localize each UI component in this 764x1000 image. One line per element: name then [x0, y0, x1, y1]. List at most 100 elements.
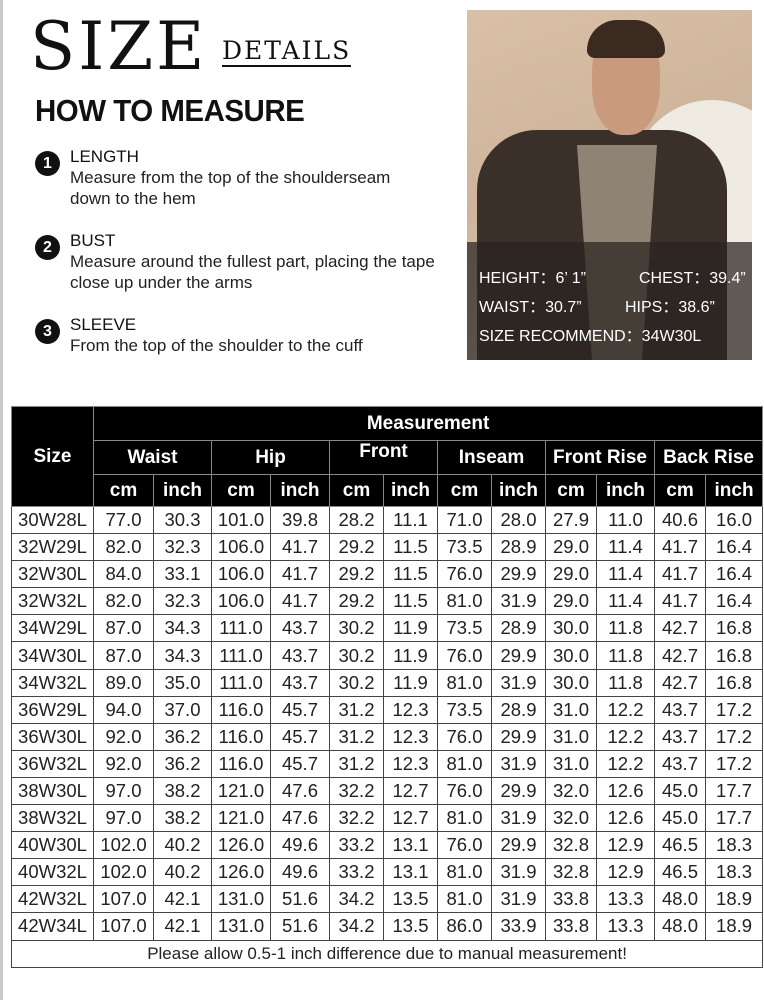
value-cell: 12.6: [596, 804, 655, 833]
value-cell: 11.8: [596, 668, 655, 697]
value-cell: 33.8: [545, 885, 597, 914]
value-cell: 30.2: [329, 614, 384, 643]
value-cell: 13.1: [383, 858, 438, 887]
value-cell: 41.7: [654, 533, 706, 562]
value-cell: 31.9: [491, 668, 546, 697]
size-header: Size: [11, 406, 94, 507]
value-cell: 47.6: [270, 804, 330, 833]
value-cell: 12.3: [383, 722, 438, 751]
value-cell: 111.0: [211, 641, 271, 670]
value-cell: 16.8: [704, 614, 764, 643]
size-cell: 34W30L: [11, 641, 94, 670]
table-row: 32W29L 82.0 32.3 106.0 41.7 29.2 11.5 73.5 28.9 2…: [11, 533, 764, 562]
value-cell: 12.3: [383, 695, 438, 724]
value-cell: 28.9: [491, 614, 546, 643]
value-cell: 126.0: [211, 858, 271, 887]
value-cell: 31.9: [491, 858, 546, 887]
value-cell: 46.5: [654, 858, 706, 887]
value-cell: 11.5: [383, 587, 438, 616]
value-cell: 35.0: [153, 668, 212, 697]
value-cell: 116.0: [211, 749, 271, 778]
value-cell: 73.5: [437, 614, 492, 643]
value-cell: 97.0: [93, 776, 154, 806]
value-cell: 45.0: [654, 804, 706, 833]
value-cell: 46.5: [654, 831, 706, 860]
value-cell: 102.0: [93, 831, 154, 860]
value-cell: 121.0: [211, 804, 271, 833]
value-cell: 31.0: [545, 695, 597, 724]
value-cell: 12.9: [596, 858, 655, 887]
value-cell: 71.0: [437, 505, 492, 535]
value-cell: 89.0: [93, 668, 154, 697]
value-cell: 43.7: [270, 641, 330, 670]
size-cell: 32W29L: [11, 533, 94, 562]
value-cell: 121.0: [211, 776, 271, 806]
value-cell: 36.2: [153, 722, 212, 751]
value-cell: 40.6: [654, 505, 706, 535]
value-cell: 40.2: [153, 831, 212, 860]
value-cell: 45.7: [270, 695, 330, 724]
value-cell: 101.0: [211, 505, 271, 535]
value-cell: 12.2: [596, 722, 655, 751]
value-cell: 47.6: [270, 776, 330, 806]
value-cell: 94.0: [93, 695, 154, 724]
number-2-icon: 2: [35, 235, 60, 260]
unit-header: cm: [93, 474, 154, 507]
value-cell: 76.0: [437, 641, 492, 670]
value-cell: 29.9: [491, 831, 546, 860]
value-cell: 16.0: [704, 505, 764, 535]
value-cell: 76.0: [437, 560, 492, 589]
value-cell: 11.4: [596, 587, 655, 616]
value-cell: 13.1: [383, 831, 438, 860]
value-cell: 29.9: [491, 560, 546, 589]
model-info-overlay: HEIGHT：6’ 1” CHEST：39.4” WAIST：30.7” HIP…: [467, 242, 752, 360]
value-cell: 76.0: [437, 776, 492, 806]
size-cell: 36W30L: [11, 722, 94, 751]
table-row: 36W30L 92.0 36.2 116.0 45.7 31.2 12.3 76.0 29.9 3…: [11, 722, 764, 751]
value-cell: 131.0: [211, 885, 271, 914]
model-height: HEIGHT：6’ 1”: [479, 270, 586, 287]
value-cell: 32.3: [153, 533, 212, 562]
model-chest: CHEST：39.4”: [639, 270, 746, 287]
number-1-icon: 1: [35, 151, 60, 176]
size-cell: 30W28L: [11, 505, 94, 535]
table-row: 40W32L 102.0 40.2 126.0 49.6 33.2 13.1 81.0 31.9…: [11, 858, 764, 887]
group-header: Front: [329, 440, 438, 475]
size-cell: 32W30L: [11, 560, 94, 589]
value-cell: 30.0: [545, 614, 597, 643]
value-cell: 34.3: [153, 641, 212, 670]
left-border: [0, 0, 3, 1000]
size-table: Size Measurement Waist Hip Front Inseam Fron…: [10, 406, 764, 968]
value-cell: 81.0: [437, 587, 492, 616]
value-cell: 49.6: [270, 831, 330, 860]
value-cell: 106.0: [211, 560, 271, 589]
value-cell: 11.9: [383, 668, 438, 697]
size-cell: 40W30L: [11, 831, 94, 860]
value-cell: 18.3: [704, 831, 764, 860]
value-cell: 81.0: [437, 804, 492, 833]
value-cell: 42.1: [153, 912, 212, 941]
value-cell: 38.2: [153, 804, 212, 833]
measurement-header: Measurement: [92, 406, 764, 441]
value-cell: 31.9: [491, 749, 546, 778]
value-cell: 33.9: [491, 912, 546, 941]
value-cell: 28.2: [329, 505, 384, 535]
value-cell: 12.2: [596, 695, 655, 724]
value-cell: 41.7: [654, 587, 706, 616]
value-cell: 17.2: [704, 722, 764, 751]
value-cell: 131.0: [211, 912, 271, 941]
value-cell: 29.2: [329, 533, 384, 562]
value-cell: 34.3: [153, 614, 212, 643]
table-row: 38W32L 97.0 38.2 121.0 47.6 32.2 12.7 81.0 31.9 3…: [11, 804, 764, 833]
step-title: SLEEVE: [70, 315, 137, 334]
table-row: 30W28L 77.0 30.3 101.0 39.8 28.2 11.1 71.0 28.0 2…: [11, 505, 764, 535]
value-cell: 42.1: [153, 885, 212, 914]
value-cell: 13.5: [383, 912, 438, 941]
value-cell: 13.3: [596, 885, 655, 914]
value-cell: 86.0: [437, 912, 492, 941]
value-cell: 51.6: [270, 885, 330, 914]
value-cell: 29.9: [491, 722, 546, 751]
value-cell: 45.7: [270, 722, 330, 751]
value-cell: 33.8: [545, 912, 597, 941]
value-cell: 40.2: [153, 858, 212, 887]
